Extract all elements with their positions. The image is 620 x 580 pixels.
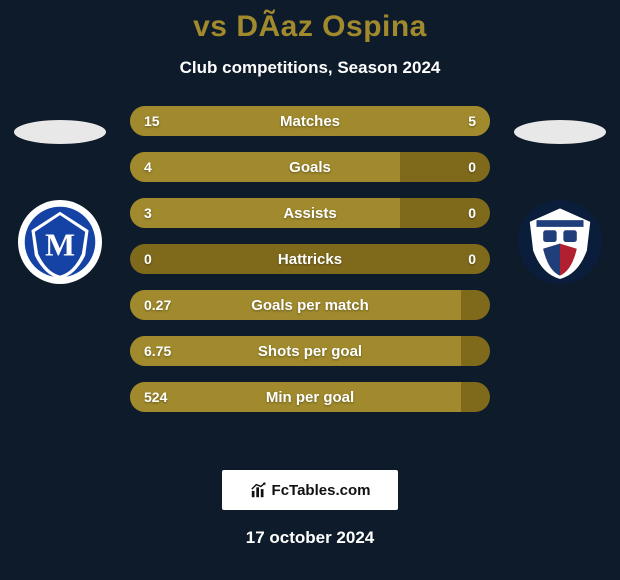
stat-label: Min per goal bbox=[130, 389, 490, 406]
page-title: vs DÃ­az Ospina bbox=[0, 0, 620, 44]
stat-row: 0.27Goals per match bbox=[130, 290, 490, 320]
stat-label: Matches bbox=[130, 113, 490, 130]
stat-value-right: 0 bbox=[468, 198, 476, 228]
stat-value-left: 15 bbox=[144, 106, 160, 136]
stat-value-left: 6.75 bbox=[144, 336, 171, 366]
stat-row: 4 0Goals bbox=[130, 152, 490, 182]
footer-date: 17 october 2024 bbox=[0, 528, 620, 548]
player-right-placeholder bbox=[514, 120, 606, 144]
stat-value-left: 3 bbox=[144, 198, 152, 228]
stat-value-left: 0.27 bbox=[144, 290, 171, 320]
player-right-col bbox=[500, 106, 620, 446]
svg-text:M: M bbox=[45, 227, 75, 262]
player-left-col: M bbox=[0, 106, 120, 446]
stat-row: 524Min per goal bbox=[130, 382, 490, 412]
stat-row: 0 0Hattricks bbox=[130, 244, 490, 274]
stat-value-right: 0 bbox=[468, 244, 476, 274]
stat-value-left: 4 bbox=[144, 152, 152, 182]
stat-value-left: 0 bbox=[144, 244, 152, 274]
stat-value-right: 0 bbox=[468, 152, 476, 182]
stat-bars: 155Matches40Goals30Assists00Hattricks0.2… bbox=[130, 106, 490, 428]
stat-label: Goals per match bbox=[130, 297, 490, 314]
stat-value-left: 524 bbox=[144, 382, 167, 412]
stat-label: Assists bbox=[130, 205, 490, 222]
stat-row: 3 0Assists bbox=[130, 198, 490, 228]
stat-row: 6.75Shots per goal bbox=[130, 336, 490, 366]
branding-text: FcTables.com bbox=[272, 482, 371, 499]
subtitle: Club competitions, Season 2024 bbox=[0, 58, 620, 78]
comparison-stage: M 155Matches40Goals30Assists00Hattricks0… bbox=[0, 106, 620, 446]
stat-label: Shots per goal bbox=[130, 343, 490, 360]
player-left-placeholder bbox=[14, 120, 106, 144]
stat-label: Goals bbox=[130, 159, 490, 176]
chart-icon bbox=[250, 481, 268, 499]
club-crest-right bbox=[518, 200, 602, 284]
stat-value-right: 5 bbox=[468, 106, 476, 136]
club-crest-left: M bbox=[18, 200, 102, 284]
stat-label: Hattricks bbox=[130, 251, 490, 268]
branding-logo[interactable]: FcTables.com bbox=[222, 470, 398, 510]
stat-row: 15 5Matches bbox=[130, 106, 490, 136]
